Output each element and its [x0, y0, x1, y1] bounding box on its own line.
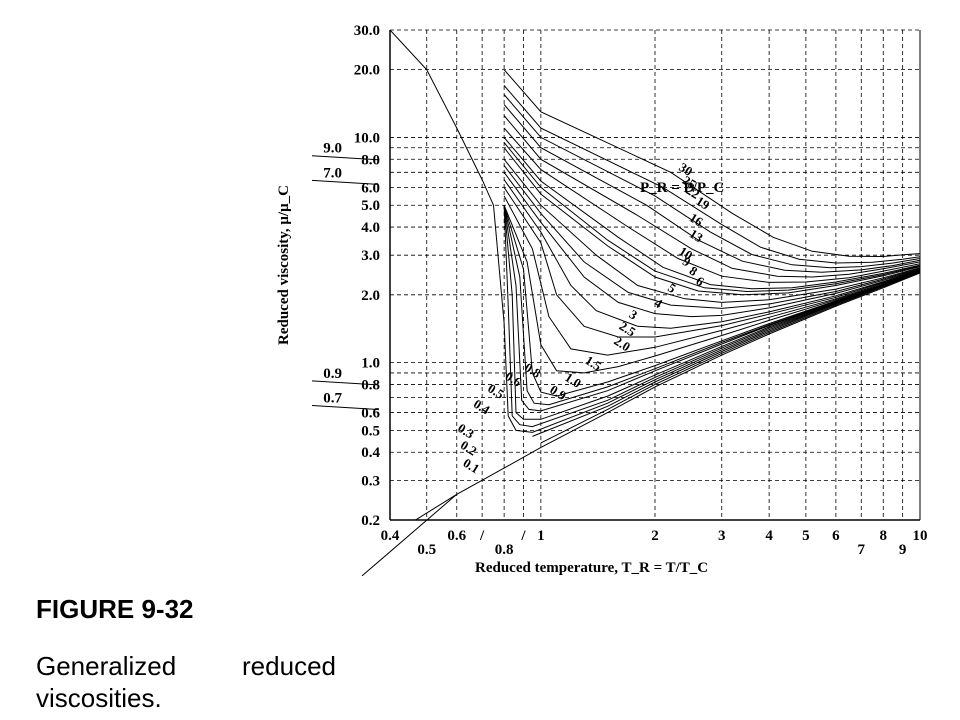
x-tick-label: 4: [765, 528, 773, 544]
y-tick-label: 7.0: [323, 165, 342, 181]
curve-pr-25: [503, 85, 920, 264]
pr-annotation: P_R = P/P_C: [640, 180, 724, 196]
y-tick-label: 0.5: [361, 423, 380, 439]
curve-label: 0.2: [458, 437, 480, 458]
y-tick-label: 8.0: [361, 152, 380, 168]
curve-pr-8: [503, 147, 920, 296]
x-tick-label: 2: [651, 528, 659, 544]
curve-label: 0.4: [471, 396, 493, 418]
curve-pr-4: [503, 172, 920, 318]
y-tick-label: 10.0: [354, 130, 380, 146]
viscosity-chart: 302522191613109865432.52.01.51.00.90.80.…: [276, 23, 928, 577]
x-tick-label: 8: [880, 528, 888, 544]
curve-pr-30: [503, 69, 920, 258]
x-tick-label: 5: [802, 528, 810, 544]
y-tick-labels: 30.0 20.0 10.0 9.0 8.0 7.0 6.0 5.0 4.0 3.0 2.0 1.0 0…: [311, 23, 381, 529]
plot-frame: [389, 30, 921, 521]
y-tick-label: 6.0: [361, 180, 380, 196]
curve-pr-9: [503, 142, 920, 293]
y-tick-leader: [311, 404, 379, 410]
curve-pr-19: [503, 104, 920, 273]
y-tick-label: 0.6: [361, 406, 380, 422]
x-tick-label: 3: [718, 528, 726, 544]
x-tick-label: 10: [913, 528, 928, 544]
y-tick-label: 0.9: [323, 366, 342, 382]
curve-pr-6: [503, 158, 920, 303]
y-tick-leader: [311, 380, 379, 386]
y-tick-label: 20.0: [354, 63, 380, 79]
x-tick-labels: 0.4 0.5 0.6 / 0.8 / 1 2 3 4 5 6 789 10: [381, 528, 928, 558]
x-tick-label: 0.5: [417, 542, 436, 558]
figure-label: FIGURE 9-32: [36, 594, 194, 624]
curves: [361, 29, 920, 577]
curve-pr-0-1: [414, 272, 920, 520]
x-tick-label: 0.4: [381, 528, 400, 544]
curve-label: 2.0: [611, 333, 633, 354]
x-tick-label: 6: [832, 528, 840, 544]
curve-pr-0-1-extension: [361, 493, 458, 577]
curve-pr-2-5: [503, 187, 920, 338]
y-tick-label: 0.4: [361, 445, 380, 461]
figure-caption: Generalized reduced viscosities.: [36, 651, 336, 713]
y-tick-label: 4.0: [361, 220, 380, 236]
curve-pr-13: [503, 127, 920, 283]
y-tick-label: 0.2: [361, 513, 380, 529]
y-tick-label: 9.0: [323, 141, 342, 157]
y-tick-label: 0.7: [323, 390, 342, 406]
curve-label: 5: [665, 280, 679, 296]
y-tick-label: 1.0: [361, 356, 380, 372]
curve-label: 0.1: [461, 455, 483, 476]
x-tick-label: 1: [537, 528, 545, 544]
x-tick-label: 0.6: [447, 528, 466, 544]
curve-pr-3: [503, 179, 920, 329]
curve-pr-22: [503, 94, 920, 269]
curve-pr-10: [503, 137, 920, 290]
y-tick-label: 30.0: [354, 23, 380, 39]
x-tick-label: /: [520, 528, 526, 544]
curve-pr-0-4: [390, 29, 920, 433]
x-axis-label: Reduced temperature, T_R = T/T_C: [475, 560, 708, 576]
y-tick-label: 2.0: [361, 288, 380, 304]
curve-pr-5: [503, 165, 920, 309]
curve-label: 1.5: [582, 352, 604, 374]
curve-label: 6: [693, 273, 707, 289]
y-tick-leader: [311, 179, 379, 185]
x-tick-label: /: [479, 528, 485, 544]
x-tick-label: 9: [899, 542, 907, 558]
curve-pr-1-5: [503, 205, 920, 374]
y-tick-label: 5.0: [361, 198, 380, 214]
y-tick-label: 0.8: [361, 377, 380, 393]
x-tick-label: 7: [858, 542, 866, 558]
curve-pr-0-6: [503, 205, 920, 420]
curve-label: 0.9: [547, 382, 569, 404]
y-axis-label: Reduced viscosity, μ/μ_C: [276, 185, 292, 345]
y-tick-leader: [311, 155, 379, 161]
y-tick-label: 0.3: [361, 473, 380, 489]
curve-pr-2-0: [503, 195, 920, 356]
curve-pr-1-0: [503, 205, 920, 397]
curve-label: 1.0: [562, 369, 584, 390]
y-tick-label: 3.0: [361, 248, 380, 264]
curve-pr-16: [503, 115, 920, 278]
x-tick-label: 0.8: [495, 542, 514, 558]
